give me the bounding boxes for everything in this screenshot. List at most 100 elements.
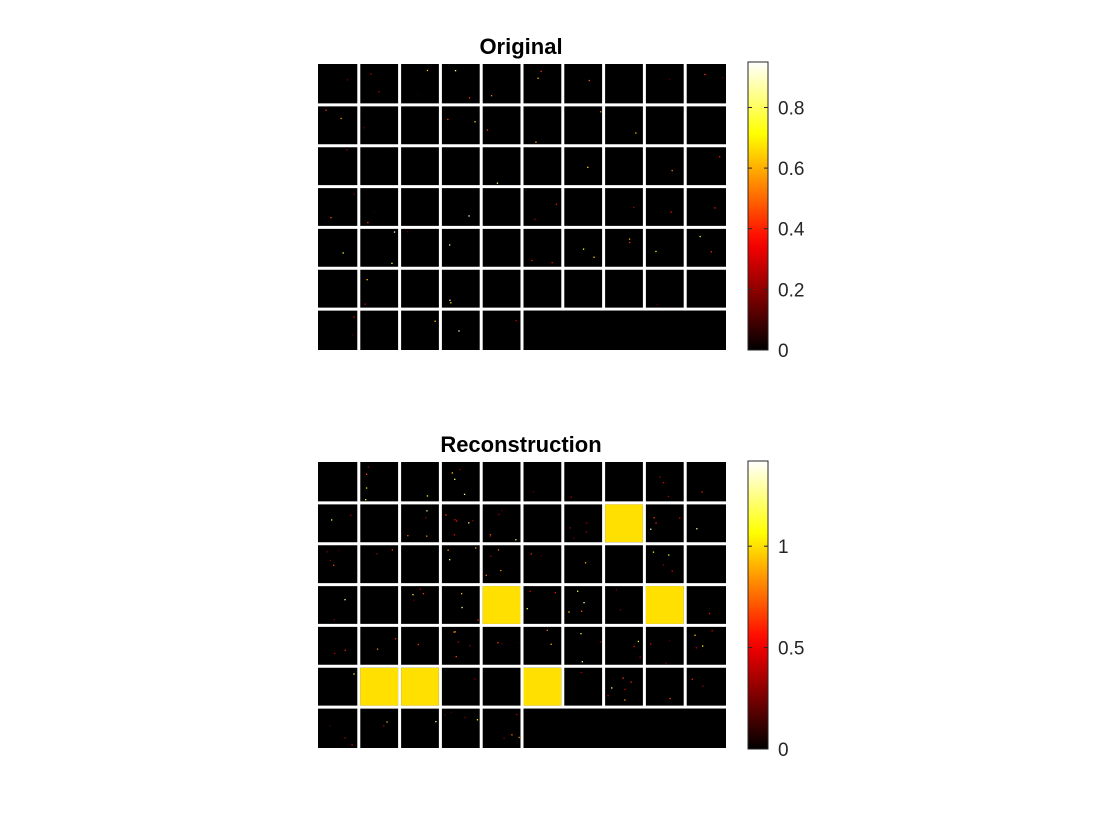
tile xyxy=(401,545,439,584)
tile xyxy=(482,708,521,747)
speckle xyxy=(393,231,396,233)
tile xyxy=(645,147,684,186)
speckle xyxy=(584,562,587,564)
speckle xyxy=(407,535,409,537)
tile xyxy=(360,708,399,747)
reconstruction-title: Reconstruction xyxy=(440,432,601,457)
speckle xyxy=(454,478,456,480)
speckle xyxy=(331,519,333,521)
speckle xyxy=(639,656,641,658)
speckle xyxy=(425,517,427,519)
speckle xyxy=(353,193,355,195)
speckle xyxy=(612,564,614,567)
speckle xyxy=(593,256,595,258)
speckle xyxy=(453,534,456,536)
speckle xyxy=(434,320,436,322)
tile xyxy=(401,310,439,349)
colorbar-tick-label: 0.5 xyxy=(778,639,804,660)
speckle xyxy=(496,182,499,184)
tile xyxy=(645,188,684,226)
speckle xyxy=(365,487,368,489)
speckle xyxy=(325,109,327,111)
speckle xyxy=(662,482,665,484)
speckle xyxy=(450,302,452,304)
speckle xyxy=(459,468,461,471)
tile xyxy=(482,667,521,706)
speckle xyxy=(366,473,368,475)
speckle xyxy=(526,608,528,610)
speckle xyxy=(650,643,652,645)
speckle xyxy=(628,238,631,240)
speckle xyxy=(573,537,575,540)
speckle xyxy=(498,513,500,516)
speckle xyxy=(370,73,372,75)
speckle xyxy=(326,551,328,553)
tile xyxy=(564,504,603,543)
speckle xyxy=(668,78,671,81)
speckle xyxy=(714,207,716,209)
speckle xyxy=(696,528,698,530)
speckle xyxy=(515,320,517,322)
speckle xyxy=(670,211,672,213)
speckle xyxy=(449,299,451,301)
speckle xyxy=(383,725,385,727)
speckle xyxy=(476,719,479,721)
speckle xyxy=(338,549,340,552)
tile xyxy=(686,626,725,665)
speckle xyxy=(529,589,531,591)
speckle xyxy=(486,129,489,131)
tile xyxy=(523,188,562,226)
tile-saturated xyxy=(605,504,643,543)
tile xyxy=(360,228,399,267)
speckle xyxy=(624,688,626,691)
tile xyxy=(645,626,684,665)
speckle xyxy=(650,528,652,530)
tile xyxy=(523,65,562,104)
speckle xyxy=(477,619,479,621)
tile xyxy=(523,269,562,308)
speckle xyxy=(417,643,419,646)
speckle xyxy=(426,69,429,72)
speckle xyxy=(600,641,602,643)
speckle xyxy=(633,645,635,647)
speckle xyxy=(367,221,369,224)
tile xyxy=(564,269,603,308)
speckle xyxy=(454,70,457,72)
tile xyxy=(482,147,521,186)
tile xyxy=(441,545,480,584)
speckle xyxy=(699,235,701,238)
speckle xyxy=(344,649,346,651)
tile xyxy=(360,545,399,584)
colorbar-tick-label: 0 xyxy=(778,341,789,362)
tile xyxy=(645,463,684,502)
tile xyxy=(482,106,521,145)
speckle xyxy=(386,721,388,723)
speckle xyxy=(344,599,346,601)
speckle xyxy=(669,697,671,700)
tile xyxy=(441,586,480,624)
tile xyxy=(482,269,521,308)
speckle xyxy=(570,496,572,498)
speckle xyxy=(517,642,519,644)
speckle xyxy=(412,594,414,596)
speckle xyxy=(353,673,355,675)
speckle xyxy=(333,618,335,621)
tile xyxy=(401,463,439,502)
speckle xyxy=(333,564,335,566)
tile xyxy=(319,504,358,543)
speckle xyxy=(582,248,585,250)
speckle xyxy=(580,671,582,674)
speckle xyxy=(344,737,346,739)
speckle xyxy=(501,643,504,645)
speckle xyxy=(490,95,493,97)
speckle xyxy=(340,117,342,120)
tile xyxy=(401,147,439,186)
tile xyxy=(645,545,684,584)
tile xyxy=(605,106,643,145)
tile xyxy=(523,504,562,543)
speckle xyxy=(607,695,609,697)
speckle xyxy=(667,495,670,498)
speckle xyxy=(330,217,332,219)
tile xyxy=(686,545,725,584)
tile-saturated xyxy=(482,586,521,624)
